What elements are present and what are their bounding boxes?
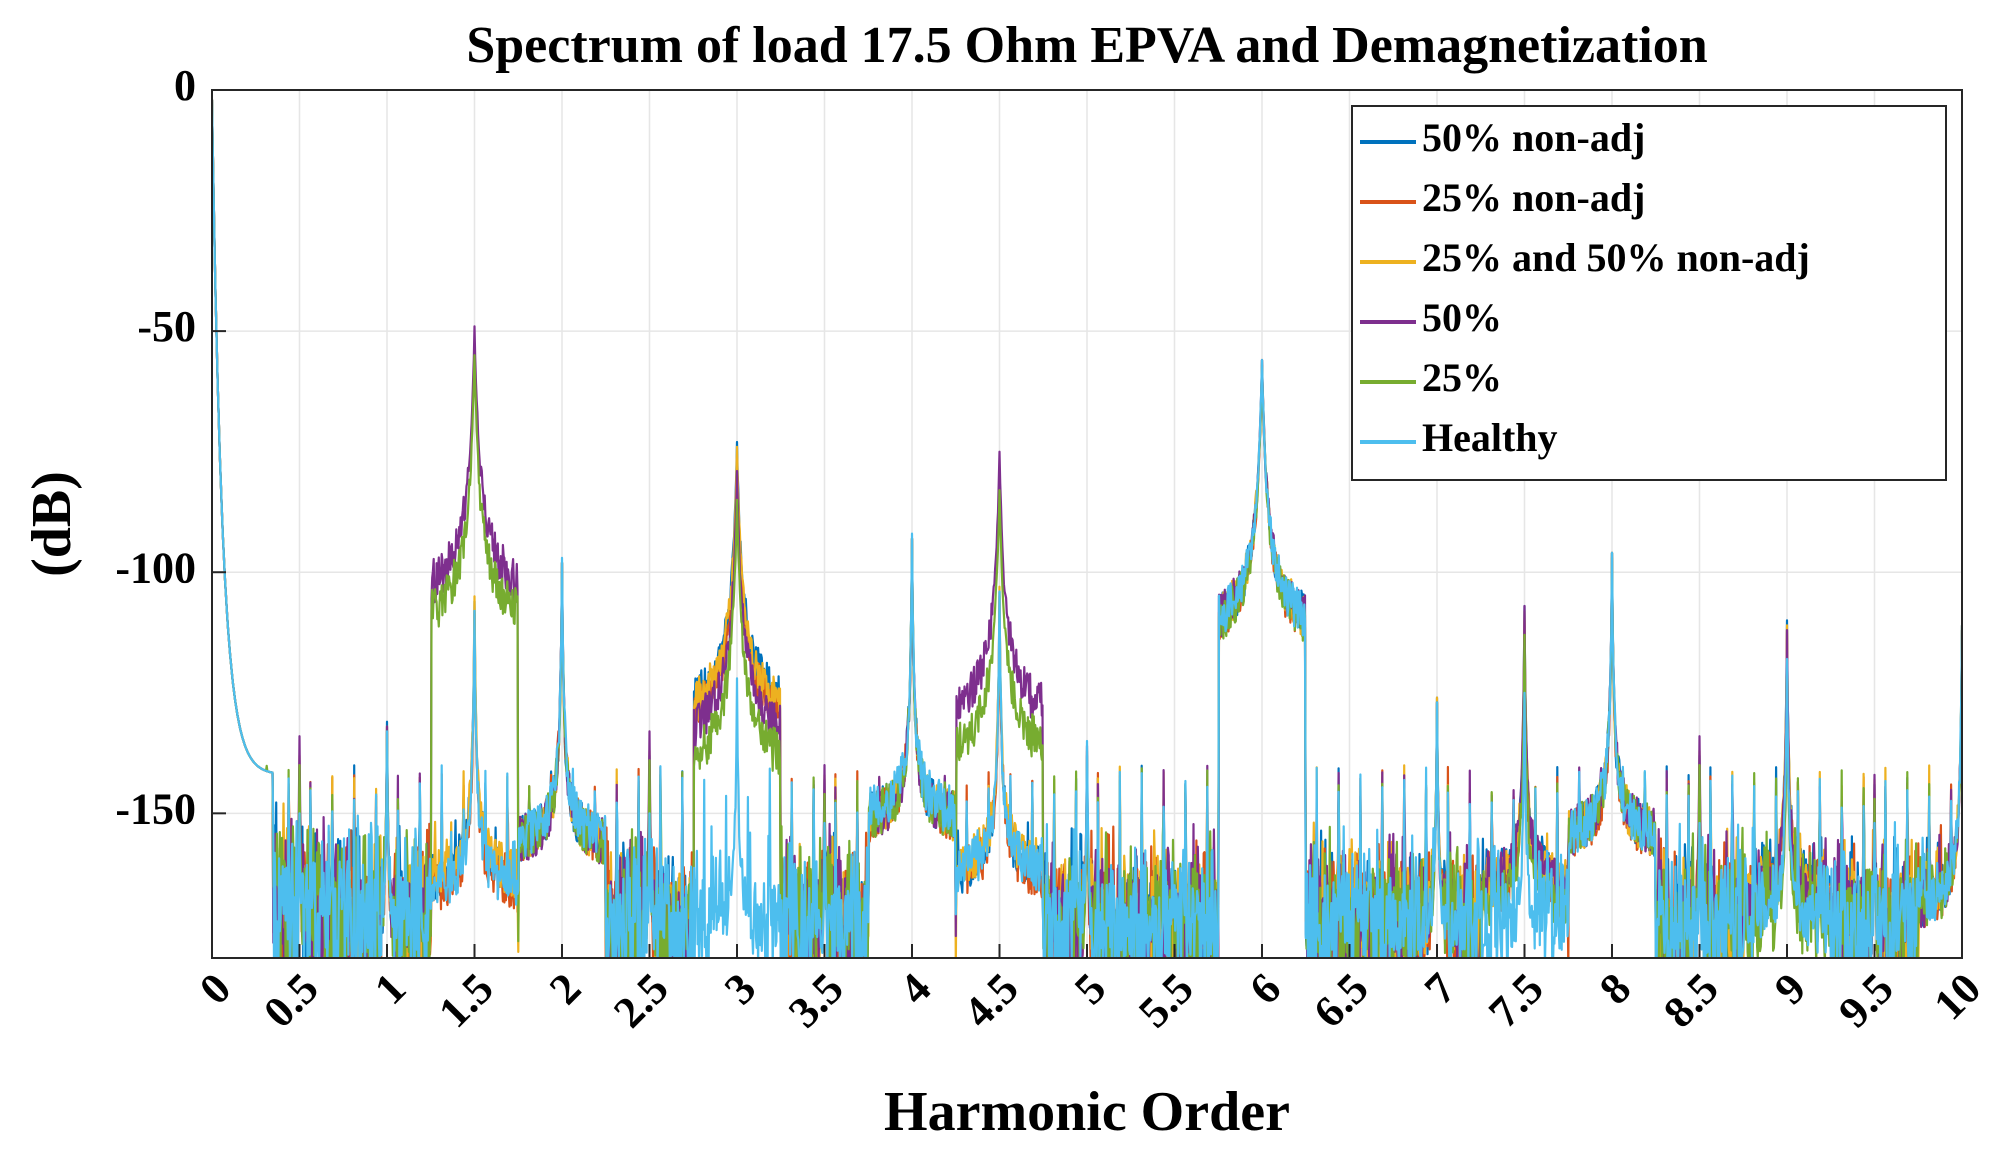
y-axis: 0 -50 -100 -150 <box>115 61 226 833</box>
x-tick-label: 9.5 <box>1829 964 1903 1038</box>
legend-box <box>1351 105 1947 481</box>
x-tick-label: 9 <box>1765 964 1815 1014</box>
x-tick-label: 3.5 <box>779 964 853 1038</box>
y-tick-label: 0 <box>174 61 196 110</box>
legend-item-label: 50% non-adj <box>1422 115 1645 160</box>
legend-item-label: 25% non-adj <box>1422 175 1645 220</box>
legend-item-label: 25% and 50% non-adj <box>1422 235 1810 280</box>
legend-item-label: 50% <box>1422 295 1502 340</box>
x-tick-label: 2.5 <box>604 964 678 1038</box>
x-tick-label: 7 <box>1415 964 1465 1014</box>
x-tick-label: 4 <box>890 964 940 1014</box>
y-axis-label: (dB) <box>21 471 83 577</box>
x-tick-label: 1.5 <box>429 964 503 1038</box>
x-tick-label: 2 <box>540 964 590 1014</box>
chart-title: Spectrum of load 17.5 Ohm EPVA and Demag… <box>466 17 1707 74</box>
x-axis-label: Harmonic Order <box>884 1081 1290 1143</box>
x-tick-label: 10 <box>1924 964 1990 1030</box>
x-tick-label: 8 <box>1590 964 1640 1014</box>
x-tick-label: 7.5 <box>1479 964 1553 1038</box>
x-tick-label: 0.5 <box>254 964 328 1038</box>
y-tick-label: -150 <box>115 784 196 833</box>
series-lines <box>212 99 1962 958</box>
legend: 50% non-adj 25% non-adj 25% and 50% non-ad… <box>1351 105 1947 481</box>
x-tick-label: 1 <box>365 964 415 1014</box>
x-tick-label: 3 <box>715 964 765 1014</box>
plot-area <box>212 99 1962 958</box>
x-tick-label: 4.5 <box>954 964 1028 1038</box>
series-line-5 <box>212 99 1962 958</box>
x-tick-label: 0 <box>190 964 240 1014</box>
x-tick-label: 6.5 <box>1304 964 1378 1038</box>
x-tick-label: 6 <box>1240 964 1290 1014</box>
x-tick-label: 8.5 <box>1654 964 1728 1038</box>
y-tick-label: -100 <box>115 543 196 592</box>
x-tick-label: 5.5 <box>1129 964 1203 1038</box>
legend-item-label: 25% <box>1422 355 1502 400</box>
legend-item-label: Healthy <box>1422 415 1558 460</box>
x-tick-label: 5 <box>1065 964 1115 1014</box>
y-tick-label: -50 <box>137 302 196 351</box>
